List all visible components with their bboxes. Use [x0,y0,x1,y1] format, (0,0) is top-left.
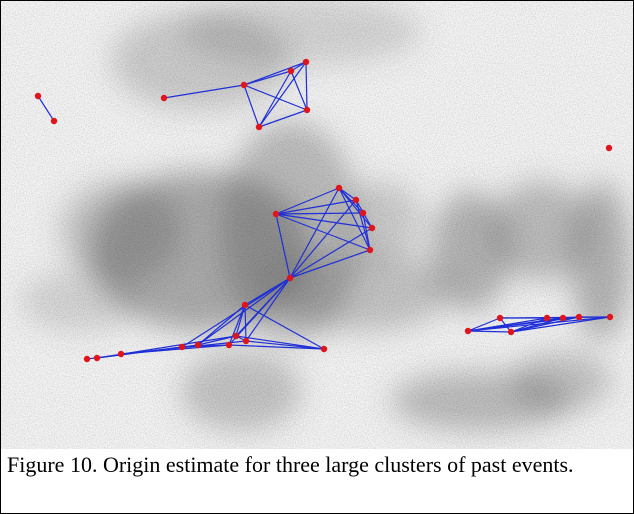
node [606,145,612,151]
node [360,210,366,216]
node [94,355,100,361]
node [179,344,185,350]
node [303,59,309,65]
node [607,314,613,320]
node [508,329,514,335]
node [241,82,247,88]
node [243,338,249,344]
node [256,124,262,130]
node [84,356,90,362]
node [560,315,566,321]
figure: Figure 10. Origin estimate for three lar… [0,0,634,514]
node [336,185,342,191]
node [304,107,310,113]
node [353,197,359,203]
node [161,95,167,101]
node [544,315,550,321]
node [576,314,582,320]
noise [1,1,633,449]
node [233,333,239,339]
node [118,351,124,357]
node [369,225,375,231]
figure-image [1,1,633,449]
node [195,342,201,348]
node [51,118,57,124]
node [273,211,279,217]
node [465,328,471,334]
node [321,346,327,352]
node [367,247,373,253]
node [226,342,232,348]
node [242,302,248,308]
node [35,93,41,99]
caption: Figure 10. Origin estimate for three lar… [7,451,622,478]
node [497,315,503,321]
node [288,68,294,74]
node [287,275,293,281]
